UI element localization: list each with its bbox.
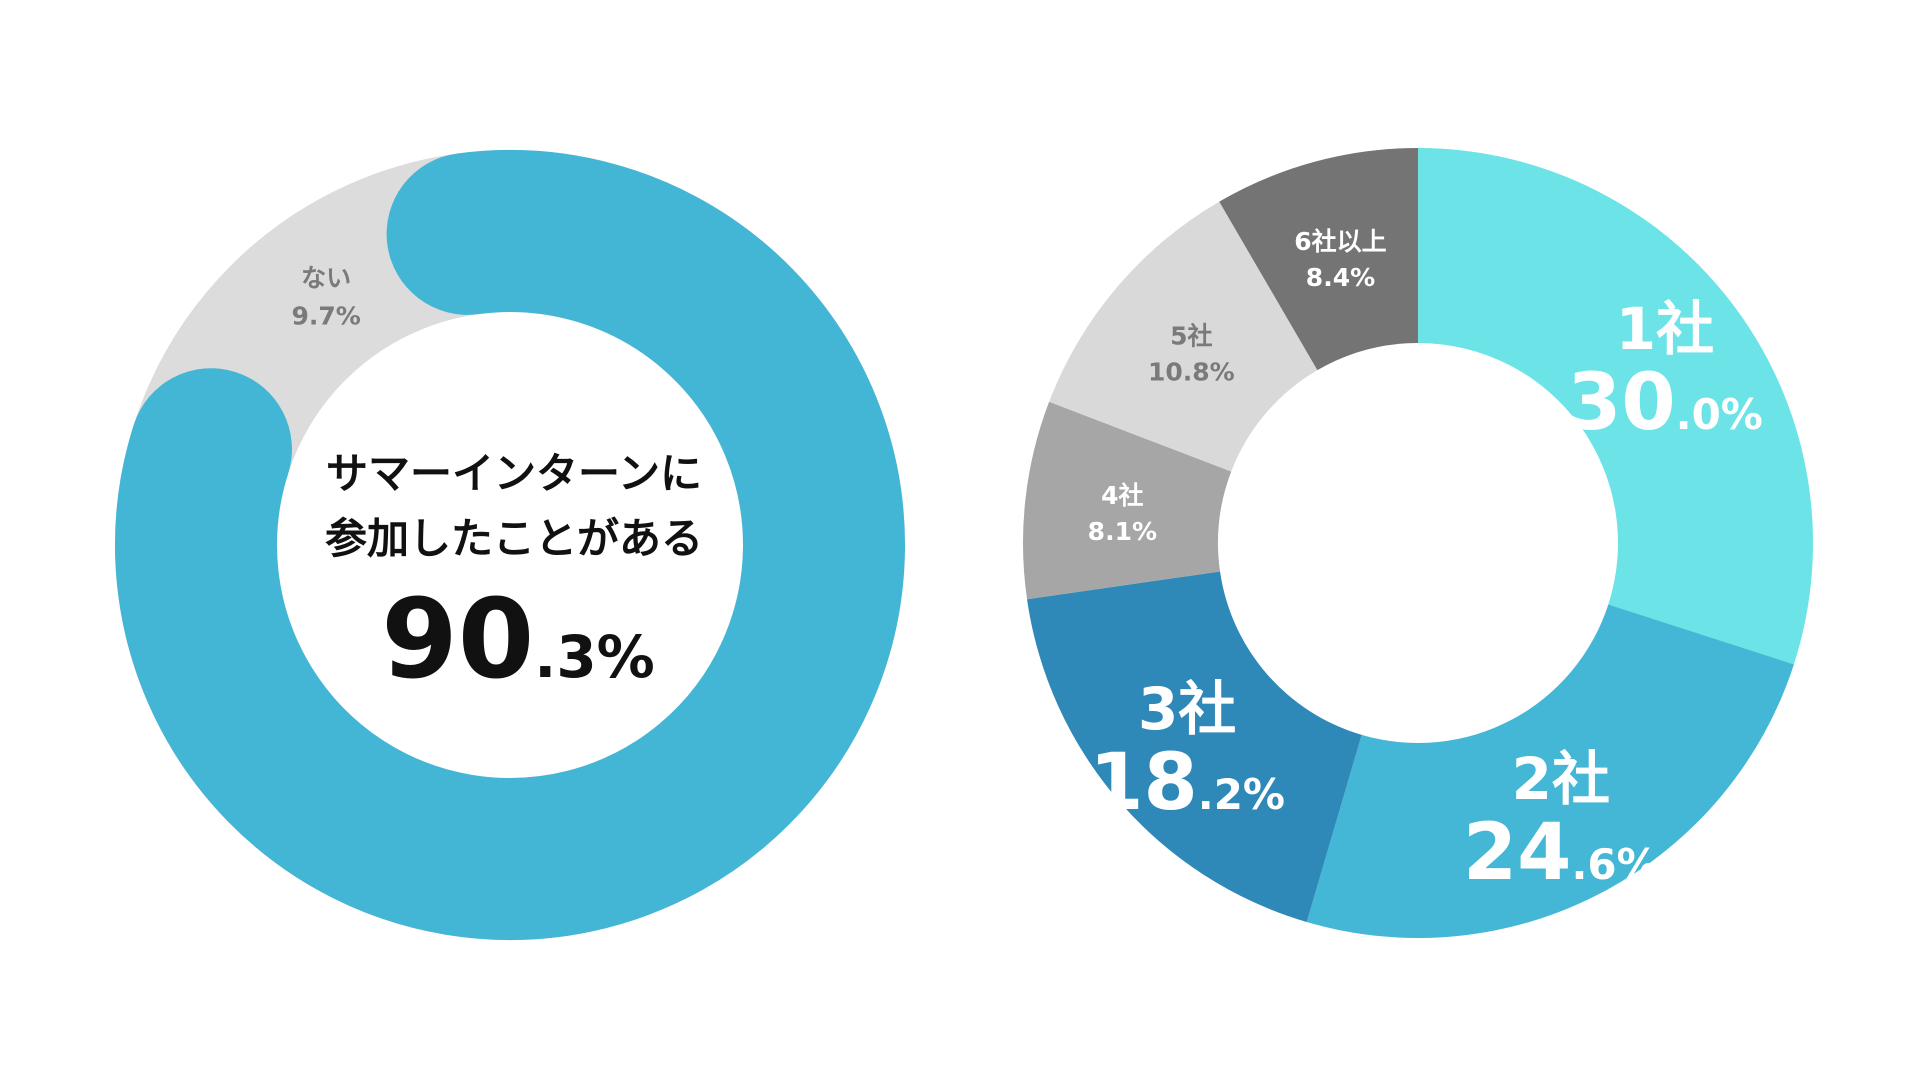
slice-label-0: 1社 (1616, 295, 1714, 363)
slice-value-4: 10.8% (1148, 357, 1235, 386)
slice-value-2: 18.2% (1089, 738, 1285, 828)
slice-5 (1219, 148, 1418, 371)
slice-2 (1027, 571, 1362, 922)
slice-label-5: 6社以上 (1294, 227, 1386, 256)
slice-1 (1306, 604, 1794, 938)
slice-label-1: 2社 (1512, 745, 1610, 813)
slice-value-0: 30.0% (1567, 358, 1763, 448)
center-label-line1: サマーインターンに (326, 449, 702, 498)
slice-value-1: 24.6% (1463, 808, 1659, 898)
center-label-line2: 参加したことがある (325, 514, 703, 563)
slice-4 (1049, 201, 1318, 472)
slice-label-4: 5社 (1170, 321, 1212, 350)
slice-value-no: 9.7% (291, 301, 360, 330)
slice-participated (115, 150, 905, 940)
slice-value-5: 8.4% (1306, 263, 1375, 292)
slice-3 (1023, 401, 1232, 600)
slice-0 (1418, 148, 1813, 665)
center-value: 90.3% (381, 575, 655, 703)
slice-label-3: 4社 (1101, 481, 1143, 510)
slice-label-no: ない (301, 263, 351, 292)
slice-label-2: 3社 (1138, 675, 1236, 743)
slice-value-3: 8.1% (1088, 517, 1157, 546)
